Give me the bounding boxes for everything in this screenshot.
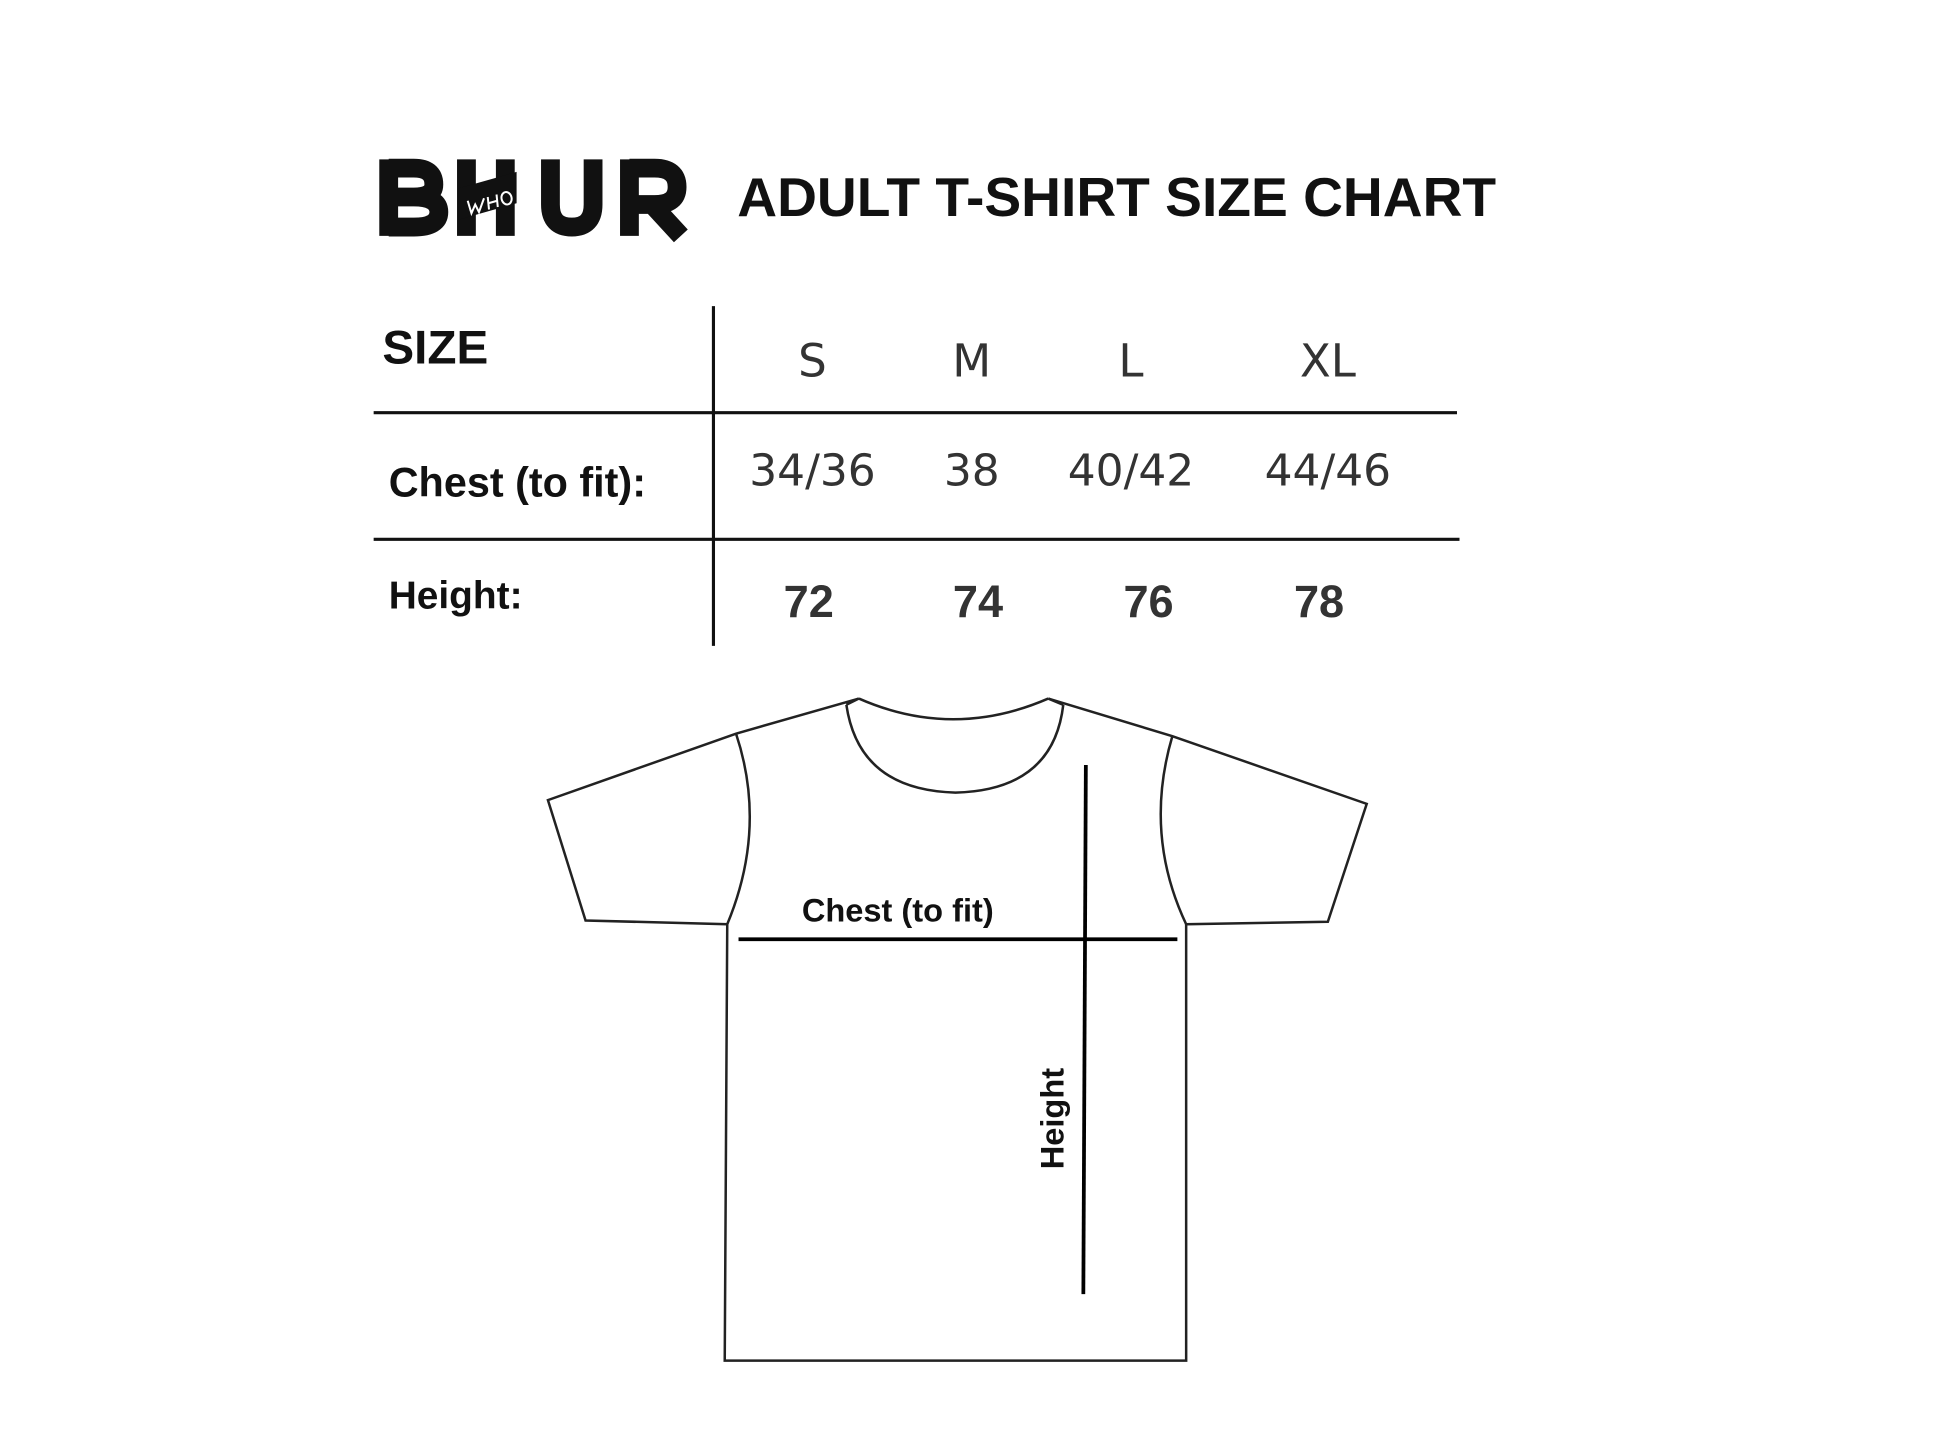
height-measure-line [1081, 764, 1088, 1295]
size-xl: XL [1300, 334, 1356, 387]
chest-value: 44/46 [1265, 445, 1391, 496]
left-sleeve-seam [726, 733, 751, 925]
height-value: 78 [1294, 576, 1344, 627]
page-title: ADULT T-SHIRT SIZE CHART [737, 166, 1496, 228]
logo-letter-b [379, 158, 449, 237]
logo-who-mark [466, 191, 513, 217]
brand-logo [379, 158, 688, 243]
collar-inner [845, 704, 1065, 794]
collar-outer [858, 697, 1049, 721]
size-l: L [1118, 334, 1143, 387]
height-value: 76 [1123, 576, 1173, 627]
logo-letter-u [541, 159, 603, 237]
logo-letter-r [620, 158, 688, 243]
size-header: SIZE [382, 322, 488, 375]
height-value: 74 [953, 576, 1003, 627]
height-label: Height: [389, 574, 523, 617]
tshirt-outline [546, 697, 1369, 1362]
chest-annotation: Chest (to fit) [802, 892, 994, 929]
chest-value: 38 [944, 445, 1000, 496]
chest-value: 34/36 [749, 445, 875, 496]
chest-value: 40/42 [1068, 445, 1194, 496]
height-value: 72 [784, 576, 834, 627]
size-m: M [952, 334, 991, 387]
size-s: S [798, 334, 827, 387]
size-table: SIZE S M L XL Chest (to fit): 34/36 38 4… [373, 306, 1460, 646]
height-annotation: Height [1033, 1068, 1070, 1170]
right-sleeve-seam [1159, 735, 1188, 925]
tshirt-diagram [546, 697, 1369, 1362]
chest-label: Chest (to fit): [389, 460, 646, 506]
